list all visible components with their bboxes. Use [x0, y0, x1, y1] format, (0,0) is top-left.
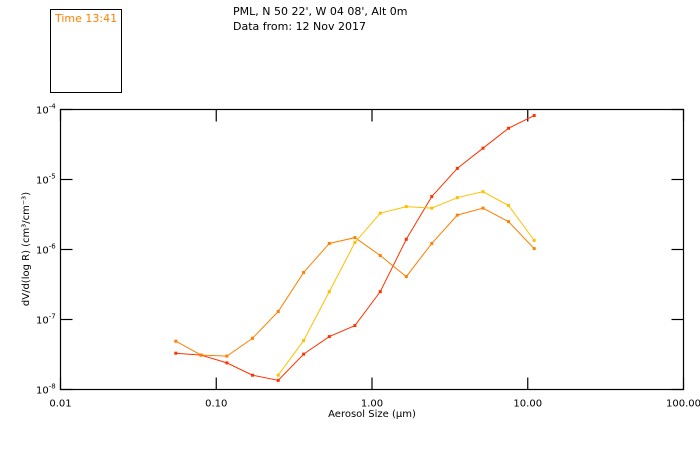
y-tick-label: 10-6: [36, 243, 56, 257]
data-point-red: [455, 166, 459, 170]
data-point-red: [225, 361, 229, 365]
data-point-orange: [455, 213, 459, 217]
data-point-yellow: [302, 339, 306, 343]
data-point-yellow: [532, 238, 536, 242]
data-point-orange: [481, 206, 485, 210]
data-point-red: [404, 237, 408, 241]
x-tick-label: 100.00: [666, 399, 700, 410]
data-point-orange: [430, 241, 434, 245]
data-point-yellow: [481, 190, 485, 194]
x-tick-label: 10.00: [513, 399, 542, 410]
data-point-orange: [378, 254, 382, 258]
y-tick-base: 10: [36, 316, 49, 327]
data-point-red: [174, 351, 178, 355]
series-line-orange: [175, 207, 535, 357]
y-tick-label: 10-8: [36, 383, 56, 397]
time-box: Time 13:41: [50, 9, 122, 93]
data-point-red: [430, 195, 434, 199]
y-tick-exp: -8: [49, 383, 56, 391]
data-point-yellow: [507, 204, 511, 208]
data-point-red: [327, 335, 331, 339]
y-tick-base: 10: [36, 246, 49, 257]
data-point-orange: [199, 353, 203, 357]
data-point-red: [378, 290, 382, 294]
y-tick-exp: -4: [49, 103, 57, 111]
data-point-orange: [251, 336, 255, 340]
y-tick-label: 10-4: [36, 103, 56, 117]
data-point-orange: [302, 270, 306, 274]
data-point-yellow: [404, 205, 408, 209]
data-point-orange: [225, 354, 229, 358]
data-point-red: [251, 373, 255, 377]
data-point-yellow: [430, 206, 434, 210]
series-line-yellow: [277, 191, 535, 376]
data-point-orange: [353, 236, 357, 240]
data-point-red: [481, 146, 485, 150]
time-label: Time 13:41: [55, 12, 118, 25]
y-tick-label: 10-5: [36, 173, 56, 187]
data-point-orange: [276, 310, 280, 314]
date-text: Data from: 12 Nov 2017: [233, 20, 367, 33]
data-point-yellow: [353, 240, 357, 244]
data-point-red: [276, 378, 280, 382]
data-point-orange: [174, 339, 178, 343]
y-tick-base: 10: [36, 386, 49, 397]
data-point-yellow: [327, 290, 331, 294]
y-tick-label: 10-7: [36, 313, 56, 327]
data-point-orange: [507, 220, 511, 224]
x-tick-label: 0.10: [205, 399, 227, 410]
y-tick-exp: -6: [49, 243, 57, 251]
location-text: PML, N 50 22', W 04 08', Alt 0m: [233, 5, 408, 18]
data-point-orange: [327, 241, 331, 245]
data-point-red: [507, 126, 511, 130]
data-point-red: [302, 352, 306, 356]
y-axis-label: dV/d(log R) (cm³/cm⁻³): [21, 192, 32, 306]
x-tick-label: 1.00: [361, 399, 383, 410]
y-tick-base: 10: [36, 106, 49, 117]
series-line-red: [175, 115, 535, 381]
x-tick-label: 0.01: [49, 399, 71, 410]
data-point-yellow: [378, 211, 382, 215]
data-point-yellow: [455, 196, 459, 200]
data-point-orange: [532, 247, 536, 251]
x-axis-label: Aerosol Size (μm): [328, 409, 416, 420]
data-point-yellow: [276, 373, 280, 377]
y-tick-exp: -7: [49, 313, 56, 321]
y-tick-exp: -5: [49, 173, 56, 181]
data-point-red: [353, 324, 357, 328]
y-tick-base: 10: [36, 176, 49, 187]
data-point-orange: [404, 275, 408, 279]
data-point-red: [532, 114, 536, 118]
